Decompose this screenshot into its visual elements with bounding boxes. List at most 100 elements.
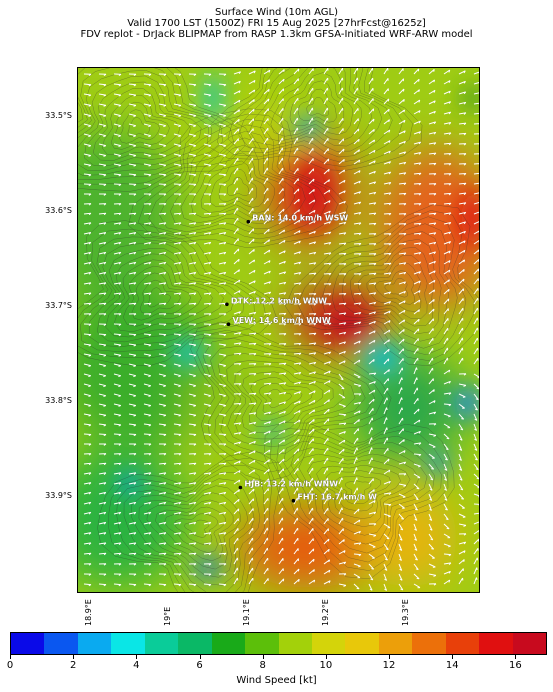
lon-label: 19.2°E: [321, 599, 331, 626]
wind-arrow: [278, 487, 284, 495]
terrain-contour: [366, 262, 422, 312]
wind-arrow-head: [283, 271, 287, 275]
wind-arrow: [278, 537, 284, 545]
wind-arrow-head: [418, 309, 420, 313]
wind-arrow: [383, 252, 392, 255]
wind-arrow-head: [268, 322, 272, 326]
wind-arrow-head: [328, 303, 332, 306]
wind-arrow: [473, 577, 477, 585]
wind-arrow-head: [373, 233, 377, 236]
wind-arrow: [233, 109, 240, 115]
station-marker[interactable]: [291, 498, 296, 503]
wind-arrow-head: [313, 262, 317, 265]
wind-arrow-head: [418, 271, 422, 274]
wind-arrow-head: [178, 542, 182, 545]
wind-arrow-head: [223, 261, 227, 265]
wind-arrow: [173, 173, 182, 176]
wind-arrow: [98, 343, 106, 346]
wind-arrow-head: [148, 313, 152, 316]
wind-arrow: [368, 263, 377, 265]
wind-arrow: [218, 93, 226, 96]
wind-arrow-head: [88, 354, 92, 357]
map-source: FDV replot - DrJack BLIPMAP from RASP 1.…: [80, 29, 473, 40]
wind-arrow-head: [148, 414, 152, 417]
wind-arrow-head: [208, 472, 212, 475]
station-marker[interactable]: [246, 219, 251, 224]
wind-arrow-head: [463, 269, 465, 272]
wind-arrow-head: [373, 340, 376, 343]
wind-arrow-head: [163, 292, 167, 296]
wind-arrow-head: [163, 434, 167, 437]
wind-arrow-head: [148, 563, 152, 566]
wind-arrow: [293, 282, 301, 285]
wind-arrow: [383, 492, 391, 495]
wind-arrow-head: [208, 443, 212, 446]
wind-arrow: [218, 271, 226, 275]
wind-arrow: [458, 298, 464, 305]
wind-arrow-head: [343, 211, 347, 215]
wind-arrow: [428, 241, 436, 245]
terrain-contour: [123, 265, 202, 327]
wind-arrow-head: [193, 261, 197, 265]
wind-arrow-head: [268, 70, 271, 73]
wind-arrow: [413, 573, 420, 580]
wind-arrow: [473, 529, 479, 535]
terrain-contour: [226, 360, 345, 440]
wind-arrow: [353, 410, 361, 415]
wind-arrow: [398, 319, 405, 325]
wind-arrow-head: [463, 550, 466, 554]
wind-arrow: [248, 228, 254, 235]
wind-arrow: [413, 318, 420, 325]
wind-arrow: [308, 342, 316, 345]
station-marker[interactable]: [225, 302, 229, 307]
wind-arrow: [308, 87, 314, 95]
wind-arrow-head: [163, 232, 167, 235]
wind-arrow-head: [358, 191, 362, 194]
wind-arrow-head: [133, 511, 137, 515]
wind-arrow-head: [460, 488, 463, 491]
wind-arrow-head: [253, 70, 256, 74]
wind-arrow: [248, 118, 254, 125]
wind-arrow-head: [103, 261, 107, 265]
wind-arrow-head: [388, 492, 392, 495]
wind-arrow-head: [448, 212, 452, 215]
wind-arrow: [128, 542, 136, 545]
wind-arrow-head: [178, 183, 182, 187]
wind-arrow: [218, 433, 227, 435]
wind-arrow-head: [415, 498, 419, 501]
wind-arrow: [473, 268, 479, 275]
wind-arrow-head: [253, 469, 256, 473]
wind-arrow: [323, 77, 329, 85]
wind-arrow: [473, 483, 479, 488]
wind-arrow-head: [208, 542, 212, 545]
wind-arrow: [323, 457, 329, 465]
wind-arrow: [383, 98, 390, 105]
terrain-contour: [298, 88, 337, 123]
lat-label: 33.8°S: [45, 396, 72, 406]
terrain-contour: [264, 422, 455, 580]
wind-arrow: [323, 518, 329, 525]
wind-arrow-head: [343, 331, 347, 335]
wind-arrow: [233, 279, 241, 285]
wind-arrow: [458, 259, 465, 265]
station-marker[interactable]: [226, 322, 231, 326]
wind-arrow-head: [313, 400, 316, 403]
wind-arrow: [293, 272, 301, 275]
wind-arrow-head: [208, 492, 212, 495]
wind-arrow: [83, 511, 91, 515]
wind-arrow: [203, 343, 211, 346]
wind-arrow-head: [208, 344, 212, 347]
wind-arrow-head: [268, 229, 270, 232]
wind-arrow-head: [268, 363, 272, 366]
wind-arrow-head: [163, 302, 167, 306]
wind-arrow-head: [433, 299, 435, 302]
wind-arrow: [443, 269, 451, 275]
wind-arrow-head: [463, 259, 466, 263]
wind-arrow-head: [178, 365, 181, 367]
terrain-contour: [140, 279, 181, 314]
wind-arrow-head: [253, 441, 256, 444]
wind-arrow: [203, 302, 212, 305]
wind-arrow: [443, 241, 451, 245]
station-marker[interactable]: [238, 485, 243, 490]
wind-arrow-head: [193, 282, 197, 285]
